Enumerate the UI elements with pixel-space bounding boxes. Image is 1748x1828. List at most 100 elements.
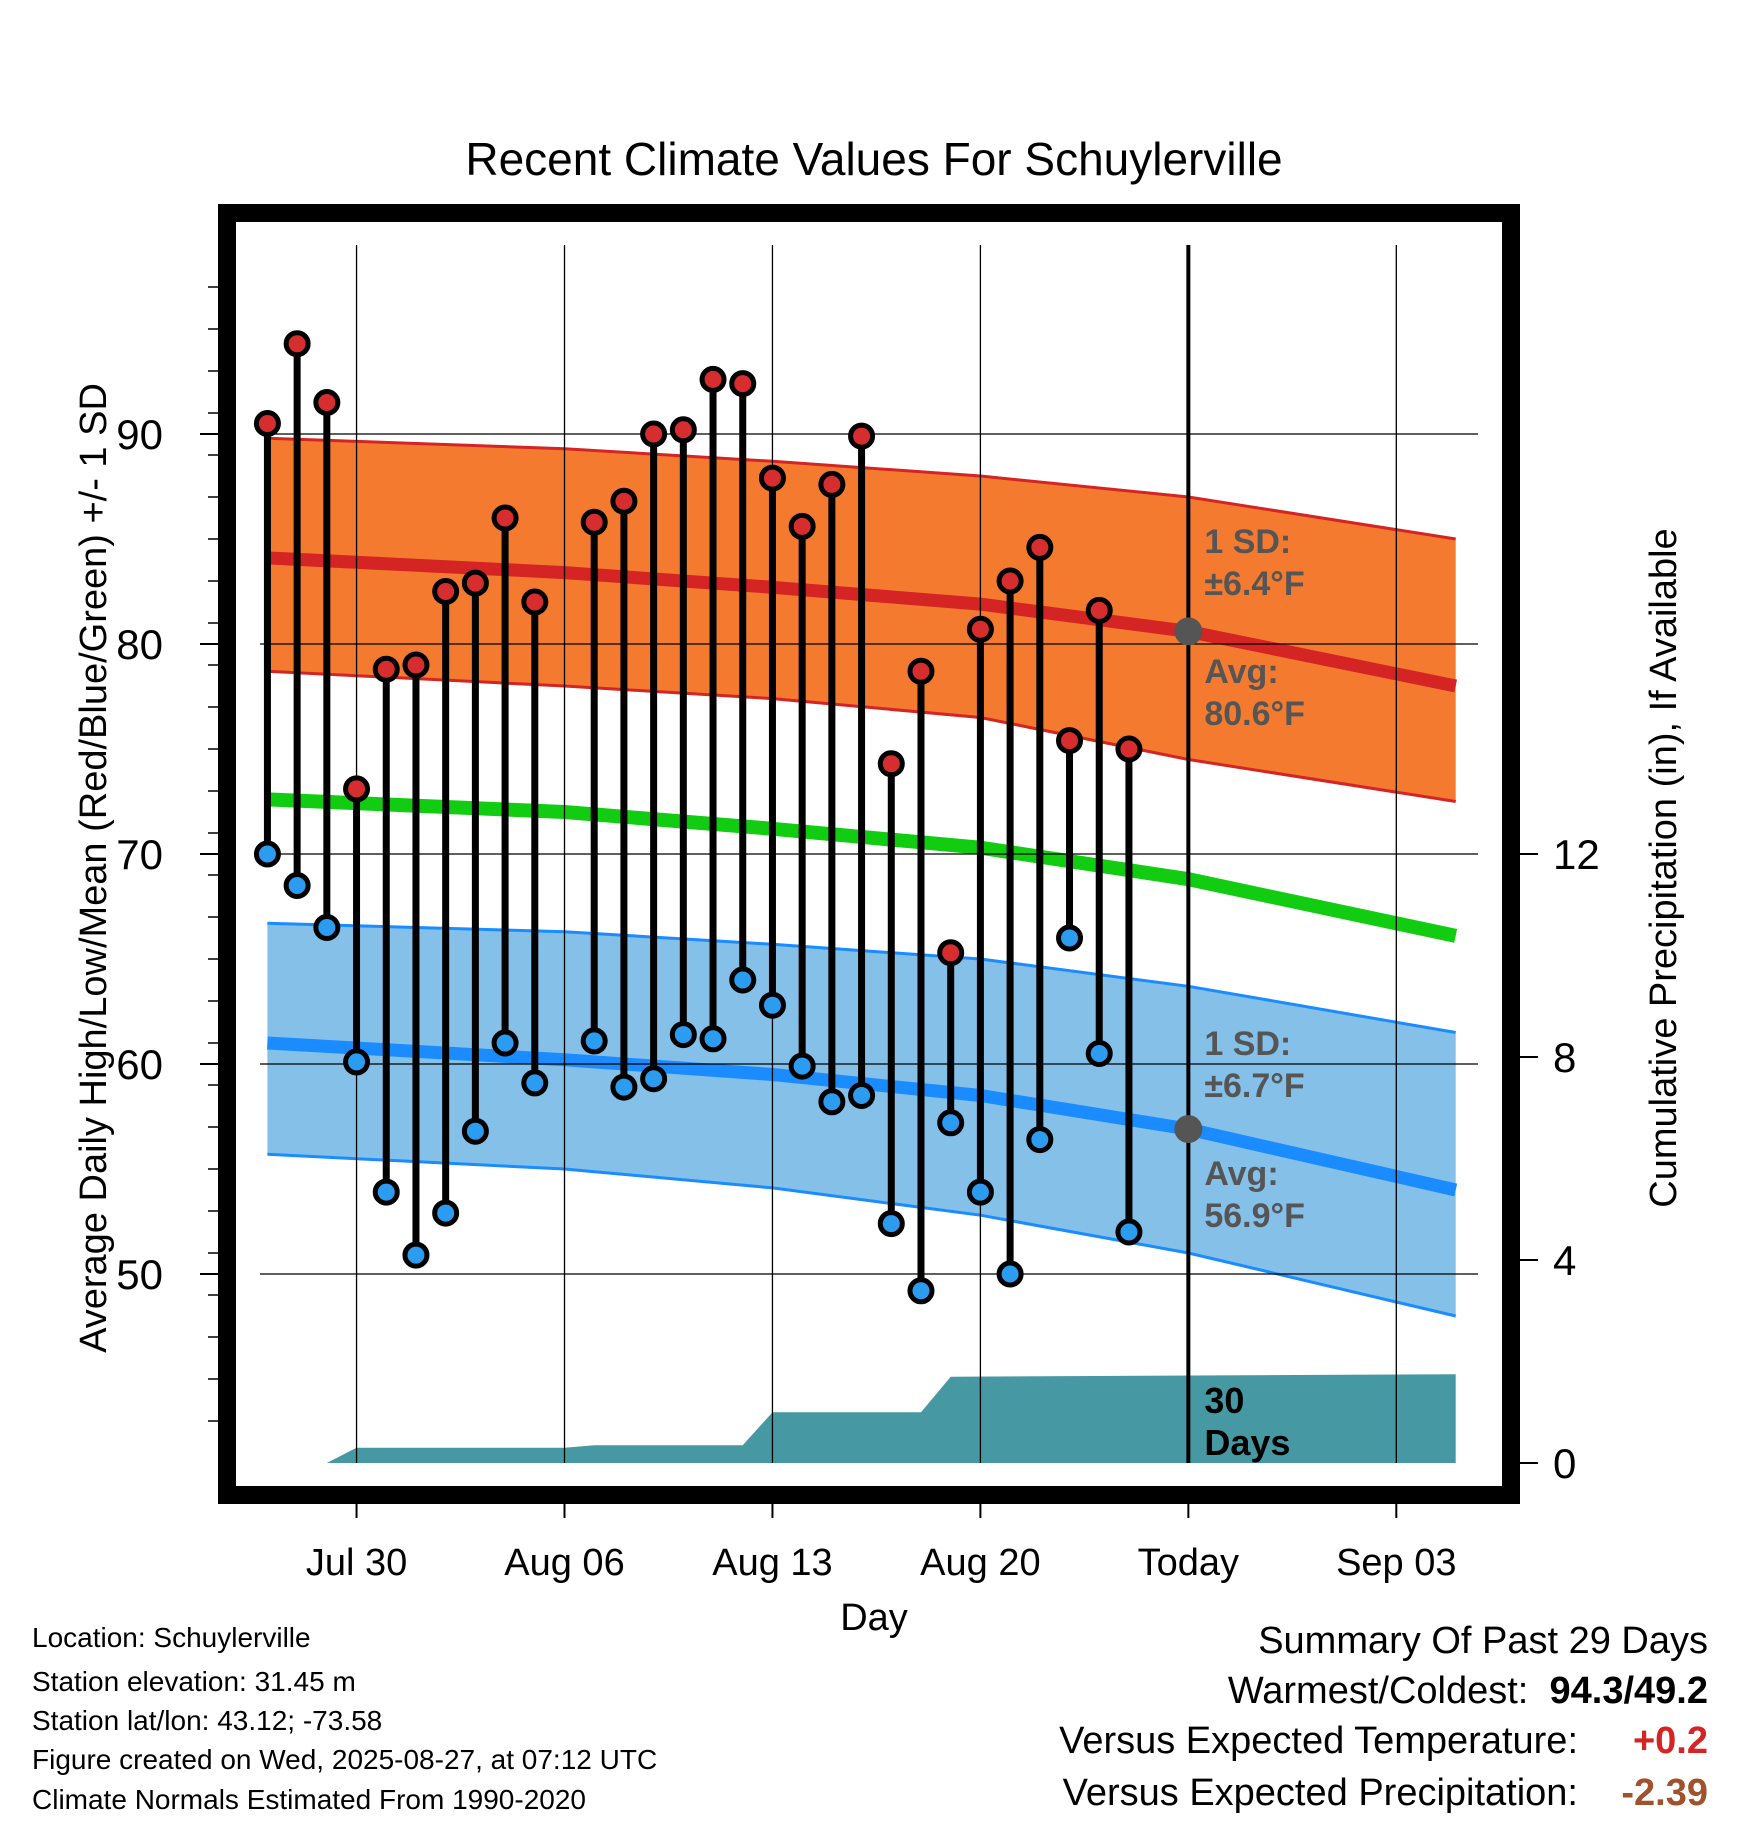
high-sd-annotation-line: 1 SD:: [1204, 523, 1291, 561]
daily-low-point: [313, 914, 341, 941]
x-tick-label: Aug 13: [712, 1542, 832, 1584]
daily-mean-line: [267, 792, 1458, 943]
daily-low-point: [818, 1088, 846, 1116]
daily-high-point: [729, 370, 757, 398]
y-tick-label: 70: [116, 831, 163, 878]
summary-slash: /: [1623, 1670, 1635, 1712]
daily-low-point: [640, 1065, 668, 1093]
daily-high-point: [699, 365, 727, 393]
daily-high-point: [461, 569, 489, 597]
x-tick-label: Aug 20: [920, 1542, 1040, 1584]
summary-precip-row: Versus Expected Precipitation: -2.39: [1063, 1772, 1708, 1815]
daily-high-point: [283, 330, 311, 358]
low-avg-annotation-line: 56.9°F: [1204, 1197, 1305, 1235]
daily-low-point: [432, 1199, 460, 1227]
y2-tick-label: 0: [1553, 1440, 1576, 1487]
plot-frame: [218, 204, 1520, 1504]
daily-low-point: [848, 1082, 876, 1109]
daily-low-point: [610, 1073, 638, 1101]
low-mean-line: [267, 1036, 1458, 1197]
low-avg-annotation: Avg: 56.9°F: [1204, 1155, 1305, 1235]
precip-days-annotation-line: 30: [1204, 1380, 1244, 1421]
daily-high-point: [491, 504, 519, 532]
daily-high-point: [788, 512, 816, 540]
x-tick-label: Sep 03: [1336, 1542, 1456, 1584]
y-tick-label: 50: [116, 1251, 163, 1298]
daily-low-point: [877, 1210, 905, 1238]
y2-axis-label: Cumulative Precipitation (in), If Availa…: [1643, 528, 1685, 1207]
summary-precip-label: Versus Expected Precipitation:: [1062, 1772, 1578, 1814]
daily-low-point: [283, 872, 311, 899]
daily-low-point: [521, 1069, 549, 1097]
daily-low-point: [402, 1241, 430, 1269]
info-latlon: Station lat/lon: 43.12; -73.58: [32, 1705, 383, 1736]
high-sd-annotation-line: ±6.4°F: [1204, 565, 1304, 603]
daily-high-point: [818, 470, 846, 498]
low-band-upper-edge: [267, 921, 1456, 1034]
daily-high-point: [996, 567, 1024, 595]
daily-low-point: [253, 840, 281, 868]
high-mean-line: [267, 551, 1458, 693]
low-sd-annotation-line: ±6.7°F: [1204, 1067, 1304, 1105]
daily-high-point: [966, 615, 994, 643]
y-tick-label: 80: [116, 621, 163, 668]
daily-low-point: [996, 1260, 1024, 1288]
low-band-lower-edge: [267, 1152, 1457, 1318]
daily-high-point: [580, 508, 608, 536]
daily-low-point: [1115, 1218, 1143, 1246]
daily-high-point: [1056, 727, 1084, 755]
high-avg-annotation-line: Avg:: [1204, 653, 1278, 691]
y-tick-label: 60: [116, 1041, 163, 1088]
x-tick-label: Today: [1138, 1542, 1239, 1584]
y2-tick-label: 8: [1553, 1034, 1576, 1081]
daily-high-point: [313, 389, 341, 416]
daily-low-point: [1085, 1040, 1113, 1067]
daily-low-point: [343, 1048, 371, 1076]
daily-high-point: [610, 487, 638, 515]
daily-low-point: [1056, 924, 1084, 952]
precipitation-area: [267, 1374, 1456, 1463]
daily-low-point: [461, 1117, 489, 1145]
high-band-upper-edge: [267, 436, 1456, 541]
chart-title: Recent Climate Values For Schuylerville: [465, 133, 1282, 185]
precip-days-annotation-line: Days: [1204, 1422, 1290, 1463]
daily-high-point: [937, 939, 965, 967]
x-tick-label: Aug 06: [504, 1542, 624, 1584]
daily-high-point: [343, 775, 371, 803]
low-avg-annotation-line: Avg:: [1204, 1155, 1278, 1193]
summary-title: Summary Of Past 29 Days: [1258, 1620, 1708, 1662]
y-axis-label: Average Daily High/Low/Mean (Red/Blue/Gr…: [73, 383, 115, 1353]
summary-warmest-high: 94.3: [1549, 1670, 1624, 1712]
high-sd-annotation: 1 SD: ±6.4°F: [1204, 523, 1304, 603]
x-tick-label: Jul 30: [306, 1542, 407, 1584]
summary-coldest-low: 49.2: [1634, 1670, 1708, 1712]
precip-days-annotation: 30 Days: [1204, 1380, 1290, 1463]
summary-warmest-label: Warmest/Coldest:: [1227, 1670, 1529, 1712]
daily-low-point: [699, 1025, 727, 1053]
high-avg-annotation: Avg: 80.6°F: [1204, 653, 1305, 733]
daily-high-point: [640, 420, 668, 448]
summary-precip-value: -2.39: [1621, 1772, 1708, 1814]
daily-high-point: [372, 655, 400, 683]
info-elevation: Station elevation: 31.45 m: [32, 1666, 356, 1697]
daily-high-point: [669, 416, 697, 444]
daily-high-point: [402, 651, 430, 679]
y-tick-label: 90: [116, 411, 163, 458]
daily-high-point: [1115, 735, 1143, 763]
daily-high-point: [521, 588, 549, 616]
info-location: Location: Schuylerville: [32, 1622, 311, 1653]
daily-low-point: [758, 991, 786, 1019]
daily-high-point: [253, 410, 281, 437]
today-low-average-marker: [1174, 1115, 1203, 1144]
high-avg-annotation-line: 80.6°F: [1204, 695, 1305, 733]
daily-high-point: [1085, 596, 1113, 624]
low-sd-annotation-line: 1 SD:: [1204, 1025, 1291, 1063]
daily-high-point: [758, 464, 786, 492]
daily-low-point: [669, 1021, 697, 1049]
daily-low-point: [937, 1109, 965, 1137]
summary-temp-value: +0.2: [1632, 1720, 1708, 1762]
daily-high-point: [848, 422, 876, 450]
info-normals: Climate Normals Estimated From 1990-2020: [32, 1784, 586, 1815]
daily-high-point: [1026, 533, 1054, 561]
